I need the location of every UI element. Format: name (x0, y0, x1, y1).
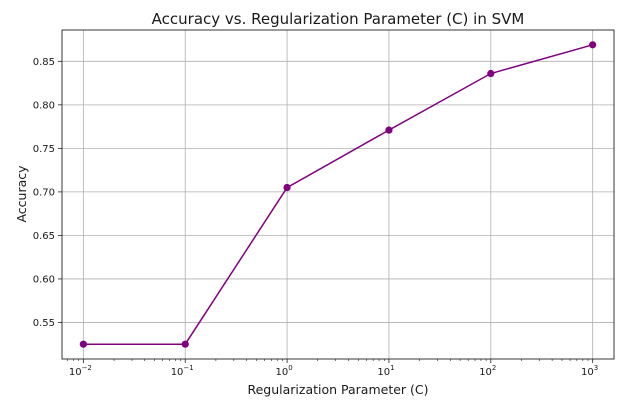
series-layer (79, 41, 597, 348)
y-axis-label: Accuracy (14, 165, 29, 223)
x-axis: 10−2 10−1 100 101 102 103 (67, 359, 598, 378)
y-tick-label: 0.80 (33, 100, 55, 111)
y-tick-label: 0.85 (33, 57, 55, 68)
x-tick-base: 10 (479, 367, 492, 378)
data-point (283, 183, 291, 192)
data-point (385, 126, 393, 134)
x-tick-exponent: 2 (492, 364, 496, 372)
data-point (487, 69, 495, 78)
y-tick-label: 0.75 (33, 144, 55, 155)
chart-title: Accuracy vs. Regularization Parameter (C… (152, 10, 525, 28)
y-tick-label: 0.60 (33, 274, 55, 285)
x-tick-label: 103 (581, 364, 598, 378)
y-tick-label: 0.70 (33, 187, 55, 198)
y-axis: 0.55 0.60 0.65 0.70 0.75 0.80 0.85 (33, 57, 62, 329)
x-tick-exponent: −1 (183, 364, 193, 372)
x-tick-base: 10 (377, 367, 390, 378)
y-tick-label: 0.55 (33, 318, 55, 329)
x-tick-base: 10 (69, 367, 82, 378)
x-tick-exponent: −2 (82, 364, 92, 372)
x-axis-label: Regularization Parameter (C) (247, 382, 428, 397)
plot-frame (61, 29, 615, 360)
data-point (181, 340, 189, 348)
x-tick-label: 100 (275, 364, 292, 378)
x-tick-label: 102 (479, 364, 496, 378)
x-tick-exponent: 1 (390, 364, 394, 372)
x-tick-exponent: 3 (594, 364, 598, 372)
x-tick-label: 10−2 (69, 364, 92, 378)
data-point (79, 340, 87, 348)
grid (62, 30, 614, 359)
y-tick-label: 0.65 (33, 231, 55, 242)
data-point (589, 41, 597, 49)
series-line (83, 44, 593, 345)
x-tick-base: 10 (581, 367, 594, 378)
x-tick-label: 101 (377, 364, 394, 378)
x-tick-base: 10 (275, 367, 288, 378)
x-tick-label: 10−1 (171, 364, 194, 378)
x-tick-base: 10 (171, 367, 184, 378)
x-tick-exponent: 0 (288, 364, 292, 372)
